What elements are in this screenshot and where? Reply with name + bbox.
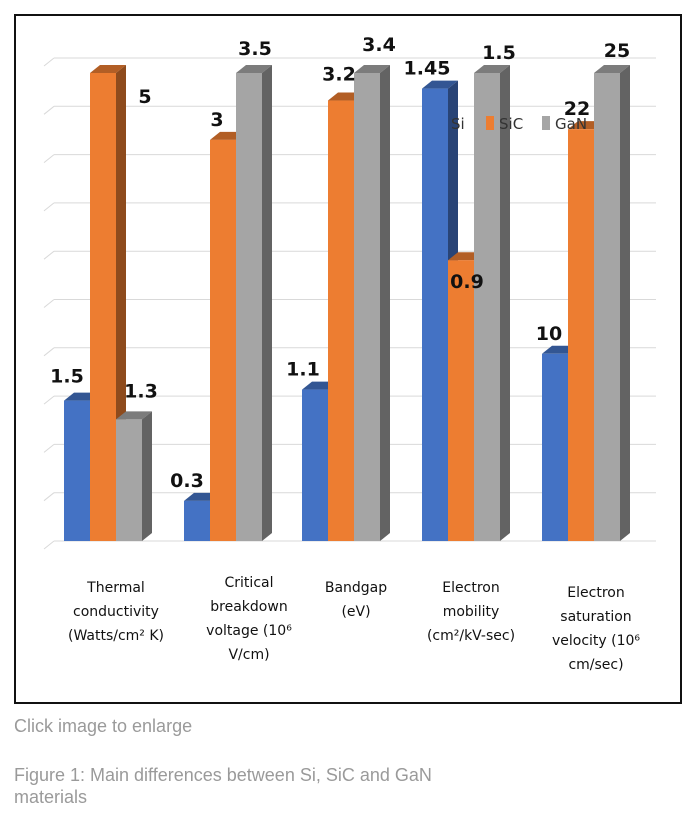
gridline-depth bbox=[43, 202, 55, 212]
bar-top-gan bbox=[116, 411, 152, 420]
bar-si bbox=[302, 389, 328, 541]
gridline-depth bbox=[43, 444, 55, 453]
legend-swatch-si bbox=[438, 116, 446, 130]
bar-top-gan bbox=[236, 65, 272, 73]
category-label-bandgap: Bandgap (eV) bbox=[324, 580, 388, 620]
gridline-depth bbox=[43, 347, 55, 357]
bar-top-gan bbox=[474, 65, 510, 73]
bar-side-gan bbox=[380, 65, 390, 541]
data-label-si: 1.1 bbox=[286, 359, 320, 381]
click-to-enlarge-link[interactable]: Click image to enlarge bbox=[14, 716, 193, 736]
legend-label-si: Si bbox=[451, 115, 465, 133]
bar-top-gan bbox=[594, 65, 630, 73]
bar-sic bbox=[90, 73, 116, 541]
data-label-gan: 3.4 bbox=[362, 34, 396, 56]
data-label-gan: 1.5 bbox=[482, 42, 516, 64]
data-label-sic: 3.2 bbox=[322, 64, 356, 86]
bar-sic bbox=[210, 139, 236, 541]
data-label-gan: 1.3 bbox=[124, 380, 158, 402]
data-label-sic: 3 bbox=[210, 109, 223, 131]
gridline-depth bbox=[43, 492, 55, 502]
bar-side-gan bbox=[262, 65, 272, 541]
legend-swatch-gan bbox=[542, 116, 550, 130]
gridline-depth bbox=[43, 250, 55, 260]
bar-gan bbox=[474, 73, 500, 541]
legend: Si SiC GaN bbox=[438, 115, 587, 133]
legend-swatch-sic bbox=[486, 116, 494, 130]
chart-frame: 1.5 5 1.3 0.3 3 3.5 1.1 3.2 3.4 1.45 0.9 1.5 10 22 25 … bbox=[14, 14, 682, 704]
gridline-depth bbox=[43, 395, 55, 405]
data-label-sic: 0.9 bbox=[450, 271, 484, 293]
bar-gan bbox=[236, 73, 262, 541]
gridline-depth bbox=[43, 154, 55, 163]
bars bbox=[64, 65, 630, 541]
bar-sic bbox=[448, 260, 474, 541]
gridline-depth bbox=[43, 105, 55, 115]
data-label-sic: 5 bbox=[138, 86, 151, 108]
bar-gan bbox=[116, 419, 142, 541]
data-label-gan: 25 bbox=[604, 40, 630, 62]
data-label-gan: 3.5 bbox=[238, 38, 272, 60]
legend-label-gan: GaN bbox=[555, 115, 587, 133]
figure-caption: Figure 1: Main differences between Si, S… bbox=[14, 765, 432, 807]
bar-si bbox=[64, 400, 90, 541]
bar-gan bbox=[594, 73, 620, 541]
category-label-critical-breakdown-voltage: Critical breakdown voltage (10⁶ V/cm) bbox=[206, 575, 292, 663]
data-label-si: 0.3 bbox=[170, 470, 204, 492]
gridline-depth bbox=[43, 540, 55, 550]
bar-side-gan bbox=[142, 411, 152, 541]
bar-sic bbox=[328, 100, 354, 541]
data-label-sic: 22 bbox=[564, 98, 590, 120]
bar-chart: 1.551.30.333.51.13.23.41.450.91.5102225 … bbox=[43, 34, 656, 550]
bar-gan bbox=[354, 73, 380, 541]
bar-top-gan bbox=[354, 65, 390, 73]
bar-top-sic bbox=[90, 65, 126, 73]
data-labels: 1.5 5 1.3 0.3 3 3.5 1.1 3.2 3.4 1.45 0.9 1.5 10 22 25 bbox=[50, 34, 630, 492]
gridline-depth bbox=[43, 299, 55, 308]
bar-si bbox=[542, 353, 568, 541]
data-label-si: 1.45 bbox=[404, 58, 451, 80]
gridline-depth bbox=[43, 57, 55, 67]
bar-top-si bbox=[422, 80, 458, 89]
category-label-electron-saturation-velocity: Electron saturation velocity (10⁶ cm/sec… bbox=[551, 585, 641, 673]
bar-si bbox=[184, 500, 210, 541]
data-label-si: 1.5 bbox=[50, 366, 84, 388]
bar-sic bbox=[568, 129, 594, 541]
category-label-thermal-conductivity: Thermal conductivity (Watts/cm² K) bbox=[67, 580, 165, 644]
data-label-si: 10 bbox=[536, 323, 562, 345]
legend-label-sic: SiC bbox=[499, 115, 523, 133]
bar-si bbox=[422, 88, 448, 541]
bar-side-gan bbox=[500, 65, 510, 541]
category-label-electron-mobility: Electron mobility (cm²/kV-sec) bbox=[426, 580, 516, 644]
bar-side-gan bbox=[620, 65, 630, 541]
